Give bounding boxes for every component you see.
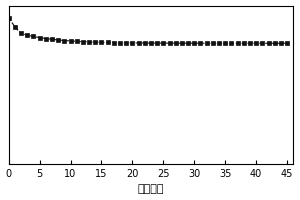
- X-axis label: 循环周数: 循环周数: [138, 184, 164, 194]
